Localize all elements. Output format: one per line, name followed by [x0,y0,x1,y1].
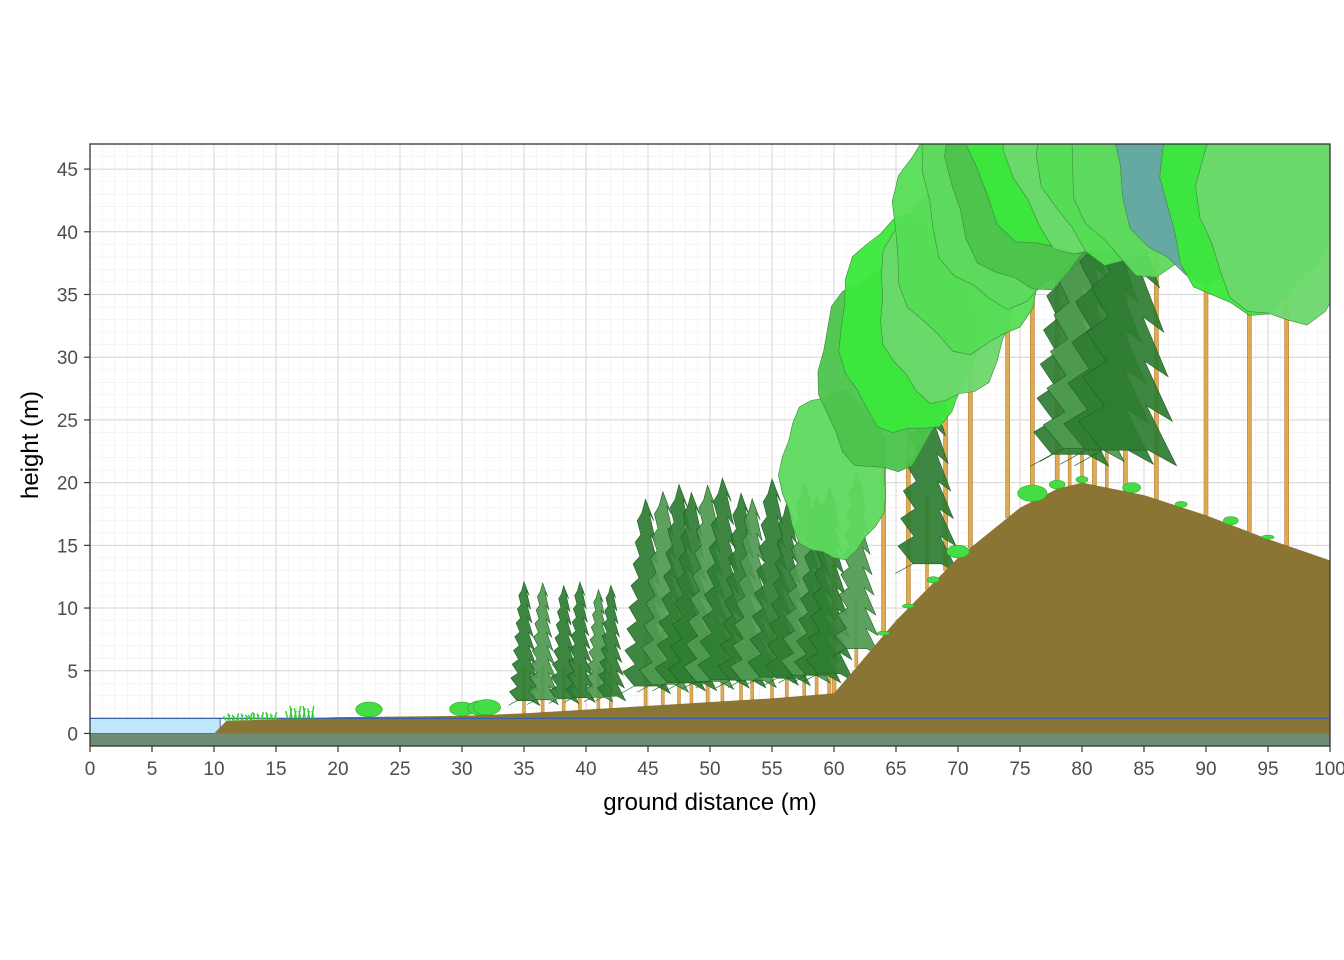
shrub [1075,476,1089,483]
x-tick-label: 0 [85,759,96,780]
x-tick-label: 60 [823,759,844,780]
shrub [1017,484,1048,502]
conifer-tree [564,581,596,704]
shrub [355,701,383,718]
grass-tuft [247,711,278,720]
water-body [90,717,221,734]
x-tick-label: 75 [1009,759,1030,780]
x-tick-label: 20 [327,759,348,780]
shrub [1223,516,1239,526]
y-tick-label: 15 [57,536,78,557]
x-tick-label: 10 [203,759,224,780]
shrub [902,603,915,609]
x-tick-label: 65 [885,759,906,780]
shrub [1261,534,1275,540]
y-axis-title: height (m) [17,391,44,499]
x-tick-label: 15 [265,759,286,780]
x-axis: 0 5 10 15 20 25 30 35 40 45 50 55 60 65 70 75 80 85 90 95 10… [85,746,1344,780]
shrub [877,630,890,636]
x-tick-label: 100 [1314,759,1344,780]
y-tick-label: 30 [57,348,78,369]
shrub [1174,501,1188,508]
shrub [946,545,970,559]
shrub [926,576,940,584]
y-tick-label: 0 [67,724,78,745]
x-tick-label: 35 [513,759,534,780]
x-tick-label: 95 [1257,759,1278,780]
shrub [1122,482,1141,493]
x-tick-label: 80 [1071,759,1092,780]
grass-tuft [284,705,315,719]
conifer-tree [763,501,811,687]
x-tick-label: 5 [147,759,158,780]
crowns [508,144,1330,707]
broadleaf-tree [1195,144,1330,326]
x-tick-label: 30 [451,759,472,780]
conifer-tree [583,588,614,703]
x-tick-label: 40 [575,759,596,780]
shrub [1048,479,1066,490]
y-tick-label: 45 [57,160,78,181]
front-vegetation [222,476,1275,721]
x-axis-title: ground distance (m) [603,789,816,816]
grass-tuft [222,713,253,721]
x-tick-label: 50 [699,759,720,780]
y-tick-label: 40 [57,223,78,244]
y-tick-label: 10 [57,599,78,620]
conifer-tree [727,497,777,689]
terrain-layer [90,482,1330,746]
conifer-tree [548,584,580,705]
x-tick-label: 85 [1133,759,1154,780]
x-tick-label: 55 [761,759,782,780]
y-tick-label: 25 [57,411,78,432]
y-tick-label: 5 [67,662,78,683]
x-tick-label: 25 [389,759,410,780]
background-vegetation [90,717,221,734]
terrain-ground [90,482,1330,746]
plot-layers [90,144,1330,746]
shrub [472,699,501,716]
conifer-tree [695,477,750,689]
conifer-tree [508,580,541,707]
x-tick-label: 45 [637,759,658,780]
y-tick-label: 35 [57,286,78,307]
conifer-tree [595,584,627,702]
bedrock-strip [90,733,1330,746]
x-tick-label: 70 [947,759,968,780]
y-tick-label: 20 [57,474,78,495]
x-tick-label: 90 [1195,759,1216,780]
conifer-tree [526,582,559,706]
y-axis: 0 5 10 15 20 25 30 35 40 45 [57,160,90,745]
